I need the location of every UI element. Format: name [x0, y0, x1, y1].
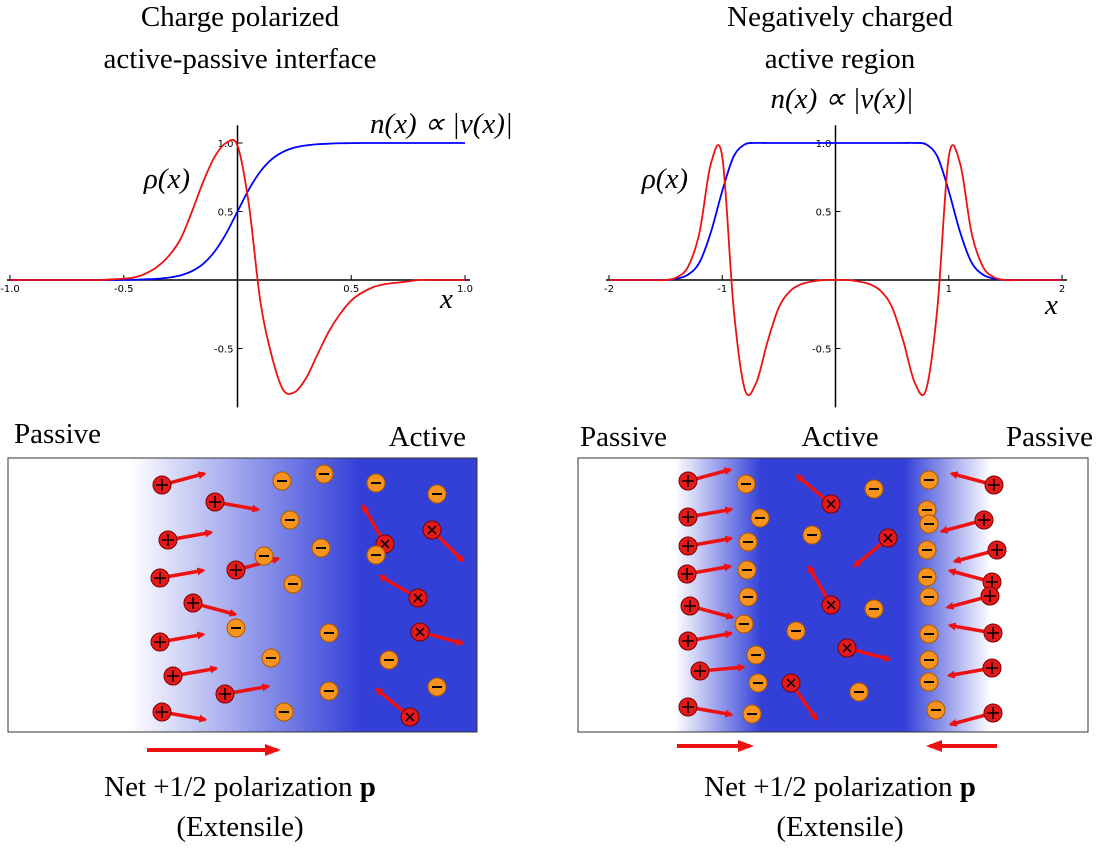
curve: [609, 144, 1062, 396]
left-box: [7, 457, 478, 733]
x-tick-label: -1: [717, 284, 727, 295]
x-tick-label: 1: [946, 284, 952, 295]
caption-text: Net +1/2 polarization: [704, 771, 960, 803]
particle-sign: [786, 678, 796, 688]
x-axis-label: x: [439, 283, 453, 315]
curve: [609, 141, 1062, 282]
curve: [10, 138, 465, 395]
x-tick-label: 0.5: [343, 284, 359, 295]
y-tick-label: 1.0: [816, 139, 832, 150]
series-label: ρ(x): [143, 163, 190, 195]
caption-symbol: p: [960, 771, 976, 803]
particle-sign: [883, 533, 893, 543]
caption-text: Net +1/2 polarization: [104, 771, 360, 803]
y-tick-label: -0.5: [812, 345, 832, 356]
y-tick-label: 0.5: [816, 208, 832, 219]
x-axis-label: x: [1044, 289, 1058, 321]
region-label: Passive: [14, 418, 101, 450]
x-tick-label: -0.5: [114, 284, 134, 295]
caption: Net +1/2 polarization p: [104, 771, 376, 803]
particle-sign: [405, 712, 415, 722]
series-label: n(x) ∝ |v(x)|: [370, 108, 513, 140]
x-tick-label: 2: [1059, 284, 1065, 295]
region-label: Passive: [580, 421, 667, 453]
chart-title: active-passive interface: [104, 43, 377, 75]
region-label: Active: [389, 421, 466, 453]
y-tick-label: 0.5: [218, 208, 234, 219]
region-label: Active: [801, 421, 878, 453]
chart-title: Charge polarized: [141, 1, 340, 33]
caption: (Extensile): [176, 811, 303, 843]
y-tick-label: -0.5: [214, 345, 234, 356]
y-tick-label: 1.0: [218, 139, 234, 150]
particle-sign: [826, 600, 836, 610]
particle-sign: [427, 525, 437, 535]
particle-sign: [413, 593, 423, 603]
caption: Net +1/2 polarization p: [704, 771, 976, 803]
series-label: n(x) ∝ |v(x)|: [771, 83, 914, 115]
caption-symbol: p: [360, 771, 376, 803]
x-tick-label: 1.0: [457, 284, 473, 295]
particles: [150, 464, 1007, 727]
series-label: ρ(x): [641, 163, 688, 195]
particle-sign: [415, 627, 425, 637]
caption: (Extensile): [776, 811, 903, 843]
particle-sign: [826, 499, 836, 509]
x-tick-label: -1.0: [0, 284, 20, 295]
chart-title: Negatively charged: [727, 1, 953, 33]
x-tick-label: -2: [604, 284, 614, 295]
particle-sign: [842, 643, 852, 653]
particle-sign: [380, 539, 390, 549]
region-label: Passive: [1006, 421, 1093, 453]
chart-title: active region: [765, 43, 916, 75]
